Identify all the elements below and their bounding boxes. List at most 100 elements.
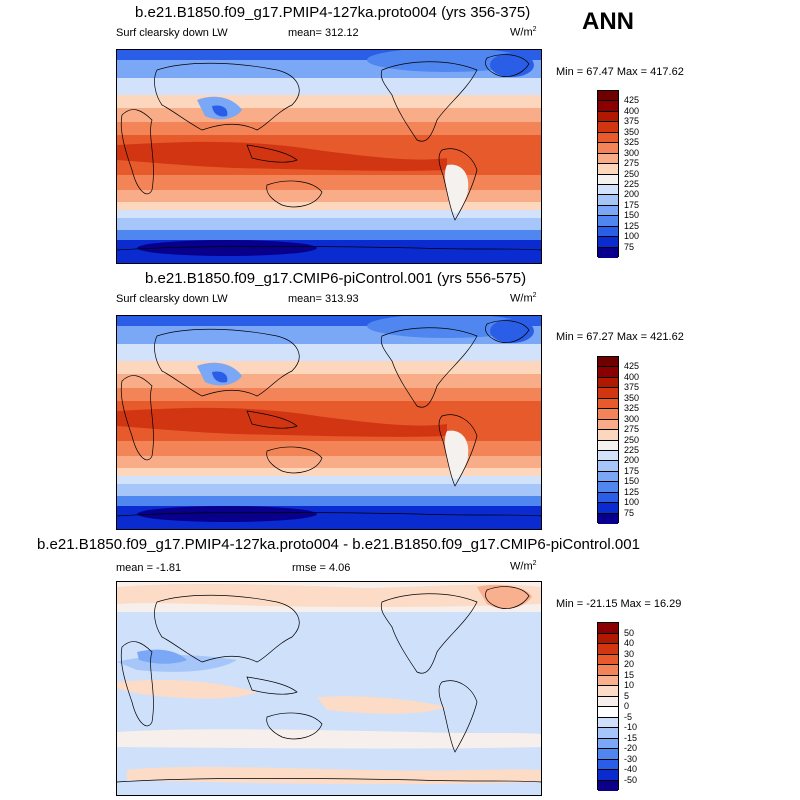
colorbar-swatch bbox=[598, 205, 618, 217]
panel1-variable: Surf clearsky down LW bbox=[116, 27, 228, 39]
colorbar-tick-label: -15 bbox=[624, 732, 638, 743]
panel1-title: b.e21.B1850.f09_g17.PMIP4-127ka.proto004… bbox=[135, 4, 531, 21]
colorbar-swatch bbox=[598, 195, 618, 206]
colorbar-swatch bbox=[598, 367, 618, 378]
colorbar-swatch bbox=[598, 388, 618, 399]
colorbar-swatch bbox=[598, 143, 618, 154]
colorbar-swatch bbox=[598, 91, 618, 102]
colorbar-tick-label: -40 bbox=[624, 764, 638, 774]
colorbar-swatch bbox=[598, 686, 618, 697]
colorbar-swatch bbox=[598, 237, 618, 248]
colorbar-swatch bbox=[598, 728, 618, 739]
colorbar-tick-label: -50 bbox=[624, 774, 638, 785]
colorbar-swatch bbox=[598, 780, 618, 791]
colorbar-swatch bbox=[598, 101, 618, 112]
panel2-variable: Surf clearsky down LW bbox=[116, 293, 228, 305]
panel1-units: W/m2 bbox=[510, 26, 537, 39]
colorbar-swatch bbox=[598, 707, 618, 718]
colorbar-tick-label: 150 bbox=[624, 210, 640, 221]
colorbar-tick-label: 200 bbox=[624, 189, 640, 200]
panel3-mean: mean = -1.81 bbox=[116, 562, 182, 574]
colorbar-swatch bbox=[598, 216, 618, 227]
colorbar-tick-label: 125 bbox=[624, 486, 640, 497]
panel1-colorbar bbox=[597, 90, 619, 258]
colorbar-swatch bbox=[598, 122, 618, 133]
colorbar-tick-label: -20 bbox=[624, 743, 638, 753]
colorbar-tick-label: 225 bbox=[624, 444, 640, 455]
colorbar-swatch bbox=[598, 492, 618, 504]
colorbar-swatch bbox=[598, 247, 618, 258]
panel1-map-svg bbox=[117, 50, 541, 263]
colorbar-swatch bbox=[598, 450, 618, 462]
colorbar-tick-label: 325 bbox=[624, 137, 640, 148]
colorbar-tick-label: 250 bbox=[624, 168, 640, 179]
panel3-colorbar bbox=[597, 622, 619, 791]
colorbar-swatch bbox=[598, 132, 618, 144]
colorbar-swatch bbox=[598, 409, 618, 420]
colorbar-tick-label: 5 bbox=[624, 690, 630, 701]
colorbar-tick-label: 375 bbox=[624, 382, 640, 393]
panel3-title: b.e21.B1850.f09_g17.PMIP4-127ka.proto004… bbox=[37, 536, 640, 553]
colorbar-tick-label: 400 bbox=[624, 105, 640, 116]
colorbar-swatch bbox=[598, 471, 618, 483]
colorbar-swatch bbox=[598, 357, 618, 368]
panel3-minmax: Min = -21.15 Max = 16.29 bbox=[556, 598, 682, 610]
colorbar-tick-label: 100 bbox=[624, 231, 640, 242]
colorbar-swatch bbox=[598, 503, 618, 514]
colorbar-tick-label: 400 bbox=[624, 371, 640, 382]
panel2-colorbar bbox=[597, 356, 619, 524]
colorbar-swatch bbox=[598, 665, 618, 676]
colorbar-swatch bbox=[598, 461, 618, 472]
colorbar-tick-label: 50 bbox=[624, 627, 635, 638]
panel1-map bbox=[116, 49, 542, 264]
colorbar-swatch bbox=[598, 174, 618, 185]
colorbar-tick-label: 200 bbox=[624, 455, 640, 466]
colorbar-swatch bbox=[598, 482, 618, 493]
panel3-map-svg bbox=[117, 582, 541, 795]
colorbar-tick-label: 275 bbox=[624, 424, 640, 435]
colorbar-tick-label: 375 bbox=[624, 116, 640, 127]
colorbar-tick-label: 0 bbox=[624, 701, 630, 711]
colorbar-swatch bbox=[598, 226, 618, 238]
colorbar-tick-label: 325 bbox=[624, 403, 640, 414]
colorbar-tick-label: 350 bbox=[624, 126, 640, 137]
colorbar-tick-label: 350 bbox=[624, 392, 640, 403]
colorbar-tick-label: 225 bbox=[624, 178, 640, 189]
panel2-units: W/m2 bbox=[510, 292, 537, 305]
colorbar-swatch bbox=[598, 770, 618, 781]
colorbar-tick-label: -5 bbox=[624, 711, 633, 722]
colorbar-tick-label: 300 bbox=[624, 147, 640, 158]
colorbar-tick-label: -30 bbox=[624, 753, 638, 764]
colorbar-tick-label: 40 bbox=[624, 638, 635, 648]
colorbar-tick-label: 10 bbox=[624, 680, 635, 690]
colorbar-swatch bbox=[598, 644, 618, 655]
colorbar-tick-label: 75 bbox=[624, 507, 635, 518]
panel3-units: W/m2 bbox=[510, 560, 537, 573]
panel2-map-svg bbox=[117, 316, 541, 529]
panel2-map bbox=[116, 315, 542, 530]
panel1-minmax: Min = 67.47 Max = 417.62 bbox=[556, 66, 684, 78]
panel2-title: b.e21.B1850.f09_g17.CMIP6-piControl.001 … bbox=[145, 270, 527, 287]
colorbar-swatch bbox=[598, 623, 618, 634]
colorbar-swatch bbox=[598, 717, 618, 728]
colorbar-swatch bbox=[598, 749, 618, 760]
colorbar-swatch bbox=[598, 513, 618, 524]
colorbar-swatch bbox=[598, 738, 618, 749]
colorbar-swatch bbox=[598, 633, 618, 644]
panel3-map bbox=[116, 581, 542, 796]
colorbar-tick-label: 30 bbox=[624, 648, 635, 659]
colorbar-tick-label: 150 bbox=[624, 476, 640, 487]
panel2-minmax: Min = 67.27 Max = 421.62 bbox=[556, 331, 684, 343]
colorbar-swatch bbox=[598, 164, 618, 175]
colorbar-tick-label: 425 bbox=[624, 95, 640, 106]
colorbar-tick-label: 275 bbox=[624, 158, 640, 169]
colorbar-swatch bbox=[598, 759, 618, 770]
colorbar-tick-label: 300 bbox=[624, 413, 640, 424]
colorbar-swatch bbox=[598, 184, 618, 196]
colorbar-tick-label: 75 bbox=[624, 241, 635, 252]
colorbar-swatch bbox=[598, 654, 618, 665]
colorbar-tick-label: 20 bbox=[624, 659, 635, 669]
colorbar-swatch bbox=[598, 675, 618, 686]
colorbar-tick-label: 425 bbox=[624, 361, 640, 372]
season-label: ANN bbox=[582, 8, 634, 35]
